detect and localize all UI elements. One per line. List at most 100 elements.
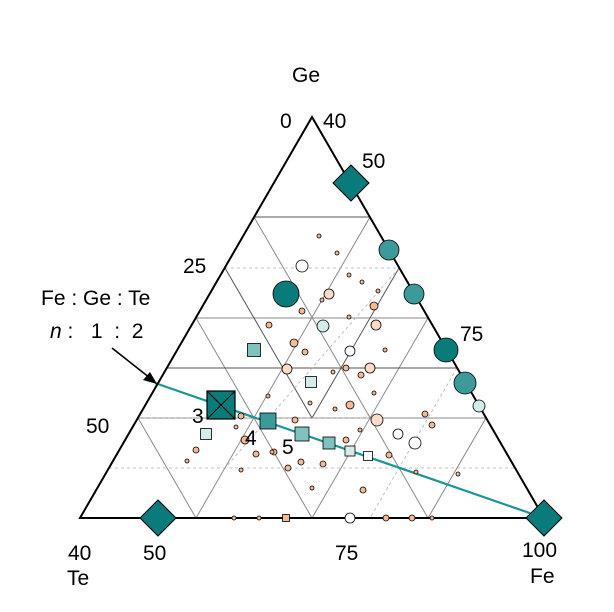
circle-marker — [455, 471, 461, 477]
circle-marker — [359, 486, 367, 494]
vertex-label-fe: Fe — [530, 565, 555, 588]
circle-marker — [291, 416, 299, 424]
circle-marker — [316, 233, 322, 239]
circle-marker — [233, 424, 239, 430]
vertex-label-te: Te — [67, 567, 89, 590]
circle-marker — [472, 399, 486, 413]
circle-marker — [238, 467, 244, 473]
square-marker — [294, 426, 310, 442]
circle-marker — [284, 464, 292, 472]
circle-marker — [231, 515, 237, 521]
circle-marker — [413, 469, 419, 475]
circle-marker — [345, 400, 355, 410]
ratio-n-symbol: n — [50, 320, 62, 343]
tick-top-40: 40 — [323, 110, 346, 133]
circle-marker — [344, 345, 356, 357]
tick-right-50: 50 — [362, 150, 385, 173]
circle-marker — [429, 515, 435, 521]
circle-marker — [408, 436, 422, 450]
circle-marker — [382, 514, 390, 522]
circle-marker — [319, 460, 327, 468]
circle-marker — [370, 413, 384, 427]
diamond-marker — [332, 164, 370, 202]
tick-left-50: 50 — [86, 415, 109, 438]
circle-marker — [342, 436, 350, 444]
data-markers — [139, 164, 563, 537]
circle-marker — [316, 319, 330, 333]
tick-bottom-50: 50 — [143, 542, 166, 565]
circle-marker — [192, 446, 200, 454]
circle-marker — [371, 390, 377, 396]
circle-marker — [364, 362, 376, 374]
square-marker — [247, 343, 261, 357]
ratio-legend-row: n : 1 : 2 — [50, 320, 143, 343]
circle-marker — [307, 400, 313, 406]
circle-marker — [375, 288, 381, 294]
diamond-marker — [139, 499, 177, 537]
circle-marker — [323, 288, 335, 300]
legend-arrow-head — [143, 372, 157, 384]
tick-right-vertex-100: 100 — [522, 539, 557, 562]
diamond-marker — [525, 499, 563, 537]
circle-marker — [269, 449, 275, 455]
square-x-line — [206, 390, 236, 420]
circle-marker — [357, 427, 363, 433]
circle-marker — [392, 428, 404, 440]
circle-marker — [301, 348, 309, 356]
circle-marker — [281, 363, 293, 375]
circle-marker — [357, 371, 365, 379]
square-marker — [282, 514, 290, 522]
circle-marker — [378, 239, 400, 261]
square-marker — [200, 428, 212, 440]
square-marker — [305, 376, 317, 388]
vertex-label-ge: Ge — [292, 64, 320, 87]
circle-marker — [453, 371, 477, 395]
circle-marker — [344, 512, 356, 524]
circle-marker — [369, 301, 379, 311]
ratio-legend-header: Fe : Ge : Te — [41, 287, 150, 310]
circle-marker — [184, 458, 190, 464]
tick-left-25: 25 — [183, 255, 206, 278]
circle-marker — [421, 410, 429, 418]
circle-marker — [240, 435, 250, 445]
circle-marker — [289, 338, 299, 348]
circle-marker — [319, 297, 325, 303]
circle-marker — [408, 514, 416, 522]
circle-marker — [334, 250, 340, 256]
circle-marker — [272, 280, 300, 308]
circle-marker — [309, 485, 315, 491]
circle-marker — [342, 364, 350, 372]
series-label-5: 5 — [282, 436, 294, 459]
circle-marker — [403, 283, 425, 305]
tick-top-origin: 0 — [280, 110, 292, 133]
circle-marker — [265, 393, 271, 399]
circle-marker — [428, 421, 436, 429]
grid-line — [137, 417, 197, 519]
square-marker — [363, 451, 373, 461]
circle-marker — [265, 321, 273, 329]
grid-line — [311, 267, 400, 419]
square-marker — [259, 412, 277, 430]
circle-marker — [295, 259, 309, 273]
grid-line — [311, 317, 429, 519]
tick-right-75: 75 — [460, 323, 483, 346]
circle-marker — [237, 412, 245, 420]
circle-marker — [346, 272, 352, 278]
circle-marker — [330, 369, 336, 375]
square-marker — [344, 445, 356, 457]
circle-marker — [297, 458, 305, 466]
series-label-3: 3 — [192, 405, 204, 428]
circle-marker — [252, 450, 260, 458]
circle-marker — [382, 347, 388, 353]
tick-bottom-75: 75 — [335, 542, 358, 565]
triangle-frame — [78, 115, 546, 519]
circle-marker — [256, 515, 262, 521]
ratio-values: : 1 : 2 — [62, 320, 144, 343]
tick-left-vertex-40: 40 — [68, 542, 91, 565]
circle-marker — [346, 314, 352, 320]
circle-marker — [359, 279, 365, 285]
circle-marker — [370, 319, 382, 331]
square-marker — [322, 436, 336, 450]
legend-arrow-line — [111, 347, 151, 379]
series-label-4: 4 — [245, 427, 257, 450]
